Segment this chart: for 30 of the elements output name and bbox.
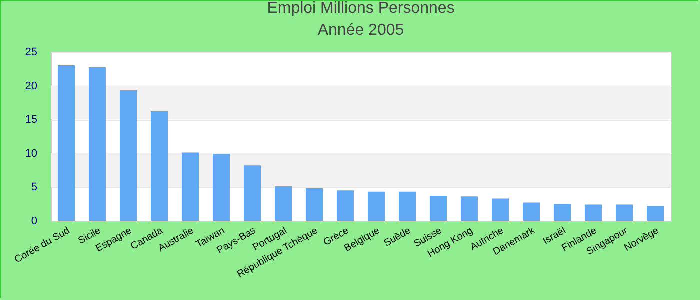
bar — [336, 190, 354, 221]
bar — [584, 204, 602, 221]
bar — [460, 196, 478, 221]
chart-subtitle: Année 2005 — [318, 22, 404, 39]
bar — [150, 111, 168, 221]
bar — [492, 198, 510, 221]
bar — [430, 196, 448, 221]
bar — [398, 192, 416, 221]
y-tick-label: 10 — [25, 148, 38, 160]
bar — [522, 202, 540, 221]
bar — [306, 188, 324, 221]
bar — [274, 186, 292, 221]
x-tick-label: Suède — [382, 225, 414, 250]
bar — [368, 192, 386, 221]
x-tick-label: Corée du Sud — [13, 226, 72, 266]
bar — [244, 166, 262, 221]
bar — [88, 68, 106, 221]
bar — [646, 206, 664, 221]
bar — [58, 66, 76, 221]
bar — [182, 152, 200, 221]
bar — [212, 154, 230, 221]
bar — [554, 204, 572, 221]
chart-title: Emploi Millions Personnes — [267, 0, 455, 17]
y-tick-label: 5 — [31, 182, 38, 194]
y-tick-label: 0 — [31, 216, 38, 228]
bar — [120, 90, 138, 221]
y-tick-label: 20 — [25, 80, 38, 92]
y-tick-label: 15 — [25, 114, 38, 126]
y-tick-label: 25 — [25, 46, 38, 58]
bar — [616, 204, 634, 221]
